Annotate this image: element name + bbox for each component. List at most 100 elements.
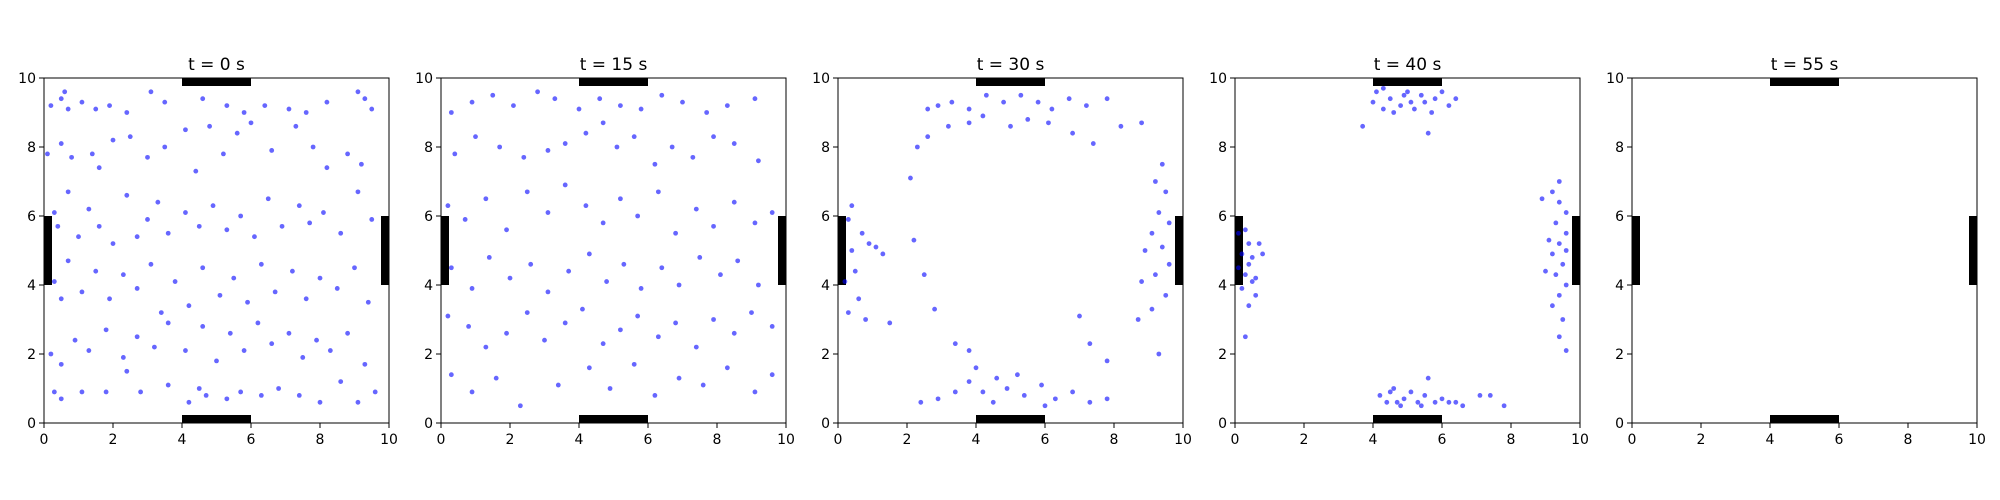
scatter-point <box>1487 393 1493 398</box>
scatter-point <box>952 341 958 347</box>
scatter-point <box>321 210 326 215</box>
scatter-point <box>597 96 603 102</box>
y-tick-label: 6 <box>1615 209 1624 225</box>
scatter-point <box>1104 396 1110 402</box>
scatter-point <box>152 344 157 350</box>
scatter-point <box>203 393 209 398</box>
x-tick-label: 6 <box>1835 432 1844 448</box>
scatter-point <box>600 120 606 126</box>
scatter-point <box>1008 123 1013 129</box>
scatter-point <box>345 151 350 157</box>
scatter-point <box>134 286 140 291</box>
scatter-point <box>845 310 851 315</box>
scatter-point <box>1001 99 1006 105</box>
scatter-point <box>1446 399 1452 405</box>
scatter-point <box>542 337 547 343</box>
scatter-point <box>352 265 357 271</box>
scatter-point <box>245 299 250 305</box>
scatter-point <box>96 223 102 229</box>
scatter-point <box>86 206 92 212</box>
scatter-point <box>1391 110 1397 115</box>
scatter-point <box>1156 210 1162 215</box>
scatter-point <box>1387 389 1393 395</box>
scatter-point <box>749 310 754 315</box>
y-tick-label: 2 <box>27 347 36 363</box>
exit-left <box>44 216 52 285</box>
scatter-point <box>290 268 295 274</box>
scatter-point <box>69 154 74 160</box>
scatter-point <box>296 203 302 209</box>
scatter-point <box>935 396 941 402</box>
scatter-point <box>483 344 489 350</box>
scatter-point <box>241 110 247 115</box>
scatter-point <box>1429 110 1435 115</box>
scatter-point <box>1163 292 1169 298</box>
panel-t-55: t = 55 s 0 2 4 6 8 10 0 2 4 6 8 10 <box>1606 55 1986 448</box>
scatter-point <box>214 358 219 364</box>
scatter-point <box>1446 103 1452 108</box>
scatter-point <box>607 386 613 391</box>
scatter-point <box>1418 92 1424 98</box>
x-tick-label: 6 <box>644 432 653 448</box>
scatter-point <box>849 203 855 209</box>
scatter-point <box>186 303 192 309</box>
scatter-point <box>248 120 254 126</box>
x-tick-label: 8 <box>1507 432 1516 448</box>
scatter-point <box>158 310 164 315</box>
scatter-point <box>79 389 85 395</box>
scatter-point <box>1149 306 1155 312</box>
scatter-point <box>545 148 551 153</box>
scatter-point <box>1425 375 1431 381</box>
scatter-point <box>600 341 606 347</box>
scatter-point <box>1139 279 1144 284</box>
scatter-point <box>262 103 268 108</box>
scatter-point <box>966 379 972 384</box>
scatter-point <box>324 99 330 105</box>
scatter-point <box>524 189 530 195</box>
scatter-point <box>849 248 855 253</box>
scatter-point <box>134 334 140 340</box>
scatter-point <box>845 217 851 222</box>
scatter-point <box>524 310 530 315</box>
scatter-point <box>51 389 57 395</box>
scatter-point <box>621 261 627 267</box>
scatter-point <box>48 103 54 108</box>
scatter-point <box>673 320 678 326</box>
scatter-point <box>493 375 499 381</box>
scatter-point <box>1543 268 1548 274</box>
scatter-point <box>908 175 913 181</box>
scatter-point <box>1460 403 1466 409</box>
scatter-point <box>334 286 340 291</box>
scatter-point <box>1556 292 1562 298</box>
scatter-point <box>196 223 202 229</box>
scatter-point <box>555 382 561 388</box>
x-tick-label: 4 <box>1766 432 1775 448</box>
scatter-point <box>545 210 551 215</box>
scatter-point <box>145 154 150 160</box>
scatter-point <box>1135 317 1141 322</box>
scatter-point <box>200 324 206 329</box>
scatter-point <box>107 103 112 108</box>
scatter-point <box>652 161 658 167</box>
scatter-point <box>1239 286 1245 291</box>
scatter-point <box>673 230 678 236</box>
y-tick-label: 4 <box>821 278 830 294</box>
scatter-point <box>1563 348 1569 353</box>
scatter-point <box>1049 106 1055 112</box>
scatter-point <box>586 251 592 257</box>
scatter-point <box>1453 96 1459 102</box>
scatter-point <box>462 217 468 222</box>
scatter-point <box>1553 220 1559 226</box>
scatter-point <box>497 144 503 150</box>
scatter-point <box>362 361 368 367</box>
scatter-point <box>1401 92 1407 98</box>
y-tick-label: 6 <box>424 209 433 225</box>
scatter-point <box>1046 120 1051 126</box>
scatter-point <box>614 144 620 150</box>
exit-left <box>838 216 846 285</box>
scatter-point <box>172 279 178 284</box>
scatter-point <box>680 99 685 105</box>
x-tick-label: 8 <box>713 432 722 448</box>
scatter-point <box>231 275 237 281</box>
